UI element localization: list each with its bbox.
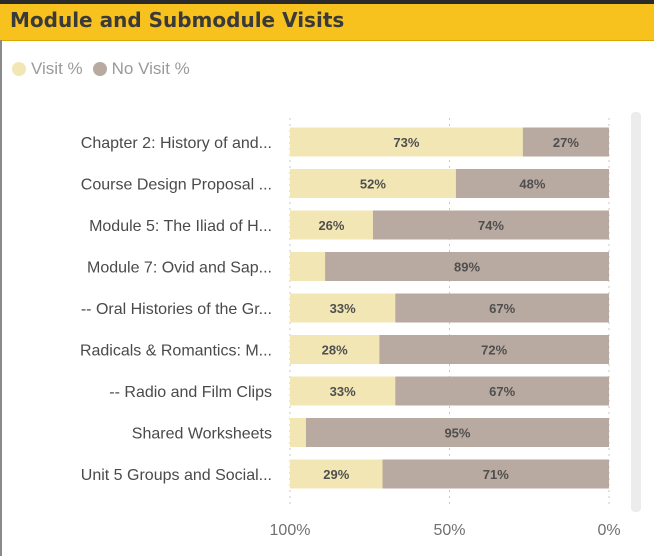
x-tick-label: 50%	[433, 522, 465, 539]
category-label: -- Radio and Film Clips	[109, 384, 272, 401]
legend-label-visit: Visit %	[31, 59, 83, 78]
data-label-no-visit: 72%	[481, 343, 507, 358]
data-label-visit: 28%	[322, 343, 348, 358]
bar-visit	[290, 127, 523, 157]
x-tick-label: 100%	[270, 522, 311, 539]
bar-no-visit	[395, 293, 609, 323]
bar-visit	[290, 169, 456, 198]
bar-no-visit	[379, 335, 609, 364]
legend-label-no-visit: No Visit %	[111, 59, 190, 78]
category-label: Course Design Proposal ...	[81, 177, 272, 194]
bar-no-visit	[455, 169, 609, 198]
bar-no-visit	[325, 252, 609, 281]
circle-icon	[12, 62, 26, 76]
bar-visit	[290, 210, 373, 240]
data-label-no-visit: 67%	[489, 301, 515, 316]
title-bar: Module and Submodule Visits	[0, 4, 654, 41]
category-label: -- Oral Histories of the Gr...	[81, 301, 272, 318]
top-strip	[0, 0, 654, 4]
x-tick-label: 0%	[597, 522, 620, 539]
legend-item-visit[interactable]: Visit %	[12, 59, 83, 79]
bar-visit	[290, 335, 380, 364]
category-label: Shared Worksheets	[132, 426, 272, 443]
bar-visit	[290, 459, 383, 489]
bar-visit	[290, 418, 306, 447]
category-label: Unit 5 Groups and Social...	[81, 467, 272, 484]
category-label: Chapter 2: History of and...	[81, 135, 272, 152]
data-label-no-visit: 89%	[454, 260, 480, 275]
bar-no-visit	[382, 459, 609, 489]
vertical-scrollbar[interactable]	[631, 112, 641, 512]
data-label-no-visit: 74%	[478, 218, 504, 233]
data-label-visit: 33%	[330, 384, 356, 399]
legend: Visit % No Visit %	[12, 58, 200, 80]
data-label-visit: 73%	[393, 135, 419, 150]
category-label: Radicals & Romantics: M...	[80, 343, 272, 360]
category-label: Module 5: The Iliad of H...	[89, 218, 272, 235]
data-label-visit: 26%	[318, 218, 344, 233]
data-label-visit: 29%	[323, 467, 349, 482]
data-label-no-visit: 48%	[519, 177, 545, 192]
data-label-no-visit: 95%	[444, 426, 470, 441]
legend-item-no-visit[interactable]: No Visit %	[92, 59, 190, 79]
bar-no-visit	[395, 376, 609, 406]
chart-title: Module and Submodule Visits	[10, 8, 345, 32]
bar-visit	[290, 376, 396, 406]
bar-no-visit	[372, 210, 609, 240]
data-label-no-visit: 67%	[489, 384, 515, 399]
data-label-visit: 52%	[360, 177, 386, 192]
category-label: Module 7: Ovid and Sap...	[87, 260, 272, 277]
bar-no-visit	[522, 127, 609, 157]
circle-icon	[92, 62, 107, 76]
bar-visit	[290, 293, 396, 323]
data-label-no-visit: 71%	[483, 467, 509, 482]
bar-visit	[290, 252, 326, 281]
data-label-no-visit: 27%	[553, 135, 579, 150]
bar-no-visit	[305, 418, 609, 447]
data-label-visit: 33%	[330, 301, 356, 316]
frame-border	[0, 40, 2, 556]
